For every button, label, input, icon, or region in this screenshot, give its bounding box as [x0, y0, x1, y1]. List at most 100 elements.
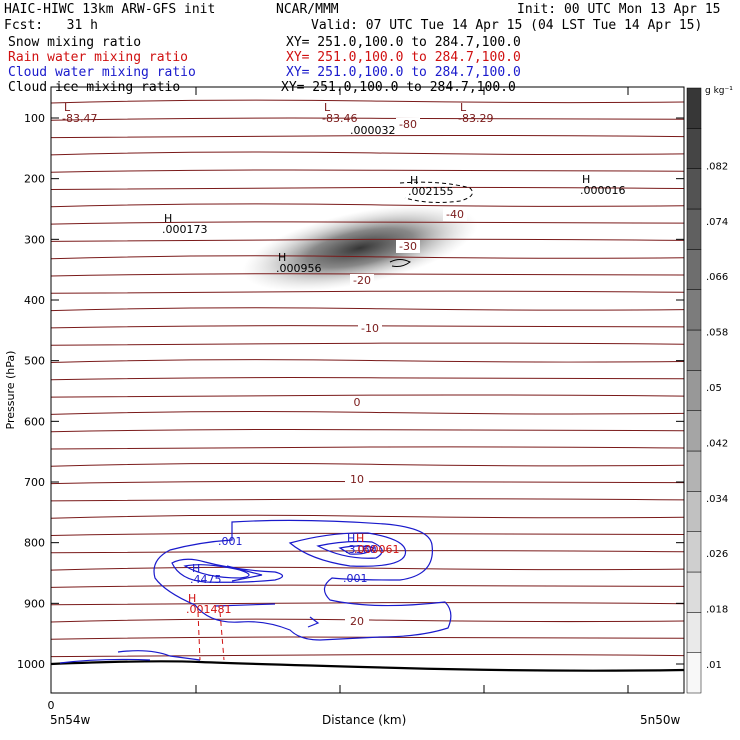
x-axis-label: Distance (km): [322, 713, 407, 727]
rain-contours: [197, 611, 225, 661]
temperature-contour: [50, 342, 685, 346]
colorbar-label: .066: [706, 272, 728, 283]
temperature-contour: [50, 498, 685, 502]
temperature-contour: [50, 377, 685, 381]
temperature-contour: [50, 411, 685, 415]
colorbar-label: .018: [706, 605, 728, 616]
temperature-label-bg: [443, 208, 467, 221]
cloud-water-contour: [307, 616, 320, 628]
temperature-contour: [50, 618, 685, 623]
plot-frame: [50, 86, 685, 694]
y-tick-label: 800: [24, 537, 45, 550]
cloud-water-contour: [183, 564, 250, 579]
temperature-contour: [50, 151, 685, 156]
temperature-contour: [50, 566, 685, 571]
valid-time: Valid: 07 UTC Tue 14 Apr 15 (04 LST Tue …: [311, 18, 703, 33]
cloud-water-label: .001: [343, 572, 368, 585]
colorbar-swatch: [686, 410, 702, 452]
temperature-contour: [50, 480, 685, 485]
x-end-label: 5n50w: [640, 713, 681, 727]
colorbar-label: .042: [706, 438, 728, 449]
colorbar-swatch: [686, 249, 702, 290]
temperature-contour: [50, 514, 685, 519]
cloud-water-contour: [338, 545, 376, 555]
extremum-marker: L: [324, 101, 331, 114]
org-name: NCAR/MMM: [276, 2, 339, 17]
extremum-marker: H: [164, 212, 172, 225]
field-xy-rain: XY= 251.0,100.0 to 284.7,100.0: [286, 50, 521, 65]
extremum-marker: H: [188, 592, 196, 605]
field-xy-cloud-water: XY= 251.0,100.0 to 284.7,100.0: [286, 65, 521, 80]
temperature-label: -20: [353, 274, 371, 287]
extremum-marker: L: [64, 101, 71, 114]
extremum-value: .4475: [190, 573, 222, 586]
cloud-water-contour: [59, 658, 151, 664]
colorbar-swatch: [686, 612, 702, 653]
colorbar-swatch: [686, 450, 702, 492]
y-tick-label: 200: [24, 173, 45, 186]
extremum-marker: H: [582, 173, 590, 186]
colorbar-label: .026: [706, 549, 728, 560]
extremum-marker: H: [356, 532, 364, 545]
temperature-contour: [50, 394, 685, 398]
temperature-label-bg: [358, 322, 382, 335]
extremum-value: .000032: [350, 124, 396, 137]
extremum-marker: H: [278, 251, 286, 264]
temperature-label-bg: [350, 274, 374, 287]
temperature-label-bg: [396, 118, 420, 131]
temperature-label: -40: [446, 208, 464, 221]
temperature-contour: [50, 203, 685, 208]
colorbar-swatch: [686, 128, 702, 169]
colorbar-label: .074: [706, 217, 728, 228]
temperature-label-bg: [345, 473, 369, 486]
temperature-contour: [50, 653, 685, 658]
model-title: HAIC-HIWC 13km ARW-GFS init: [4, 2, 216, 17]
temperature-contour: [50, 446, 685, 450]
field-name-snow: Snow mixing ratio: [8, 35, 142, 50]
temperature-label: -10: [361, 322, 379, 335]
field-name-cloud-water: Cloud water mixing ratio: [8, 65, 196, 80]
colorbar-label: .05: [706, 383, 722, 394]
temperature-contour: [50, 186, 685, 190]
temperature-contour: [50, 428, 685, 433]
extremum-value: -83.47: [62, 112, 97, 125]
colorbar-swatch: [686, 208, 702, 250]
colorbar-swatch: [686, 491, 702, 532]
y-tick-label: 400: [24, 294, 45, 307]
colorbar-label: .058: [706, 328, 728, 339]
field-name-rain: Rain water mixing ratio: [8, 50, 189, 65]
extremum-value: .000173: [162, 223, 208, 236]
extremum-value: .3160: [345, 543, 377, 556]
y-tick-label: 900: [24, 597, 45, 610]
temperature-contour: [50, 169, 685, 173]
temperature-contour: [50, 134, 685, 139]
cloud-ice-contours: [389, 181, 473, 267]
temperature-contour: [50, 584, 685, 588]
cloud-water-contour: [117, 650, 201, 661]
colorbar-swatch: [686, 370, 702, 411]
cloud-ice-contour: [399, 181, 473, 203]
field-xy-snow: XY= 251.0,100.0 to 284.7,100.0: [286, 35, 521, 50]
extremum-value: -83.46: [322, 112, 357, 125]
extremum-value: .002155: [408, 185, 454, 198]
colorbar-unit: g kg⁻¹: [705, 86, 733, 96]
temperature-label: 10: [350, 473, 364, 486]
cloud-water-contour: [153, 519, 452, 641]
temperature-contour: [50, 462, 685, 467]
y-tick-label: 700: [24, 476, 45, 489]
init-time: Init: 00 UTC Mon 13 Apr 15: [517, 2, 721, 17]
cloud-water-contour: [288, 532, 407, 567]
cloud-water-contour: [226, 565, 263, 582]
rain-contour: [197, 611, 201, 661]
temperature-contour: [50, 307, 685, 312]
extremum-marker: H: [192, 562, 200, 575]
cloud-water-label: .001: [218, 535, 243, 548]
temperature-label: 0: [354, 396, 361, 409]
snow-shading: [242, 204, 478, 292]
colorbar-swatch: [686, 531, 702, 573]
colorbar-swatch: [686, 571, 702, 613]
colorbar-swatch: [686, 329, 702, 371]
cloud-water-contour: [316, 540, 383, 559]
cloud-water-contour: [171, 558, 284, 583]
extremum-value: .000956: [276, 262, 322, 275]
